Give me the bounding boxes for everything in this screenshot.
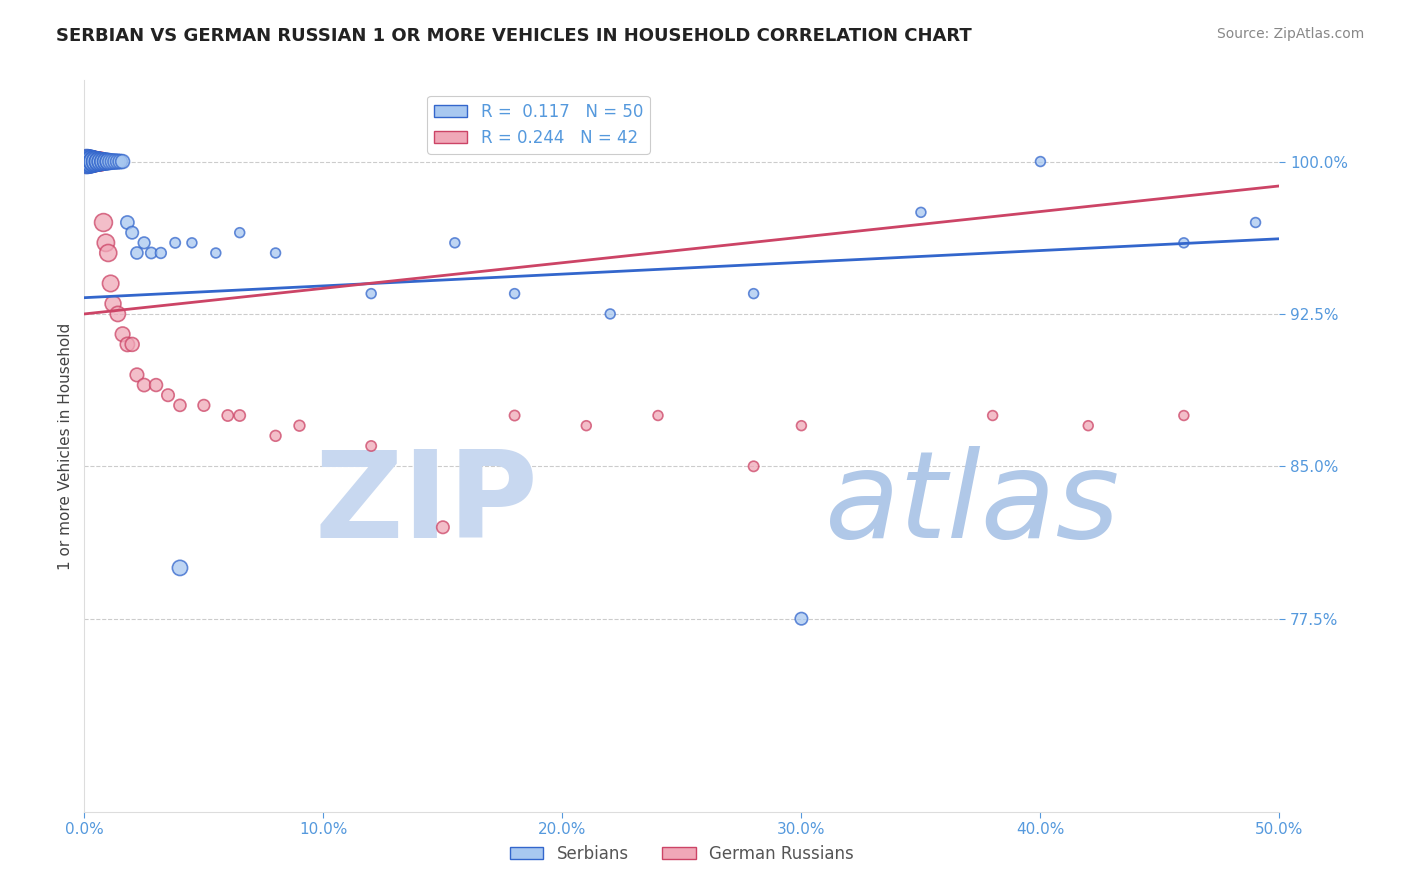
Point — [77, 154, 100, 169]
Point — [503, 409, 526, 423]
Point — [910, 205, 932, 219]
Point — [981, 409, 1004, 423]
Point — [121, 226, 143, 240]
Point — [87, 154, 110, 169]
Point — [101, 297, 124, 311]
Point — [1077, 418, 1099, 433]
Point — [193, 398, 215, 412]
Point — [94, 154, 117, 169]
Point — [1244, 215, 1267, 229]
Point — [141, 246, 163, 260]
Point — [86, 154, 108, 169]
Point — [107, 307, 129, 321]
Point — [77, 154, 100, 169]
Point — [104, 154, 127, 169]
Point — [100, 154, 122, 169]
Point — [599, 307, 621, 321]
Point — [181, 235, 204, 250]
Text: atlas: atlas — [825, 446, 1121, 563]
Point — [132, 235, 156, 250]
Text: SERBIAN VS GERMAN RUSSIAN 1 OR MORE VEHICLES IN HOUSEHOLD CORRELATION CHART: SERBIAN VS GERMAN RUSSIAN 1 OR MORE VEHI… — [56, 27, 972, 45]
Point — [76, 154, 98, 169]
Legend: Serbians, German Russians: Serbians, German Russians — [503, 838, 860, 869]
Point — [86, 154, 108, 169]
Point — [97, 154, 120, 169]
Point — [93, 215, 115, 229]
Point — [444, 235, 467, 250]
Point — [94, 154, 117, 169]
Point — [77, 154, 100, 169]
Point — [205, 246, 228, 260]
Point — [80, 154, 103, 169]
Point — [90, 154, 112, 169]
Point — [94, 235, 117, 250]
Point — [76, 154, 98, 169]
Point — [145, 378, 167, 392]
Point — [80, 154, 103, 169]
Point — [83, 154, 105, 169]
Point — [503, 286, 526, 301]
Point — [217, 409, 239, 423]
Point — [264, 429, 287, 443]
Point — [117, 337, 139, 351]
Point — [169, 561, 191, 575]
Point — [87, 154, 110, 169]
Point — [97, 154, 120, 169]
Point — [1173, 235, 1195, 250]
Point — [83, 154, 105, 169]
Point — [149, 246, 172, 260]
Point — [86, 154, 108, 169]
Point — [100, 277, 122, 291]
Text: Source: ZipAtlas.com: Source: ZipAtlas.com — [1216, 27, 1364, 41]
Point — [121, 337, 143, 351]
Point — [117, 215, 139, 229]
Point — [125, 368, 148, 382]
Point — [83, 154, 105, 169]
Point — [86, 154, 108, 169]
Point — [77, 154, 100, 169]
Point — [90, 154, 112, 169]
Text: ZIP: ZIP — [315, 446, 538, 563]
Point — [87, 154, 110, 169]
Point — [90, 154, 112, 169]
Point — [101, 154, 124, 169]
Point — [83, 154, 105, 169]
Point — [110, 154, 132, 169]
Point — [80, 154, 103, 169]
Point — [169, 398, 191, 412]
Point — [229, 226, 252, 240]
Point — [432, 520, 454, 534]
Point — [790, 418, 813, 433]
Point — [742, 459, 765, 474]
Point — [360, 286, 382, 301]
Point — [83, 154, 105, 169]
Point — [575, 418, 598, 433]
Point — [1173, 409, 1195, 423]
Point — [111, 154, 134, 169]
Y-axis label: 1 or more Vehicles in Household: 1 or more Vehicles in Household — [58, 322, 73, 570]
Point — [790, 612, 813, 626]
Point — [111, 327, 134, 342]
Point — [90, 154, 112, 169]
Point — [264, 246, 287, 260]
Point — [157, 388, 180, 402]
Point — [229, 409, 252, 423]
Point — [125, 246, 148, 260]
Point — [80, 154, 103, 169]
Point — [97, 246, 120, 260]
Point — [288, 418, 311, 433]
Point — [80, 154, 103, 169]
Point — [132, 378, 156, 392]
Point — [87, 154, 110, 169]
Point — [87, 154, 110, 169]
Point — [647, 409, 669, 423]
Point — [93, 154, 115, 169]
Point — [742, 286, 765, 301]
Point — [107, 154, 129, 169]
Point — [360, 439, 382, 453]
Point — [93, 154, 115, 169]
Point — [165, 235, 187, 250]
Point — [1029, 154, 1052, 169]
